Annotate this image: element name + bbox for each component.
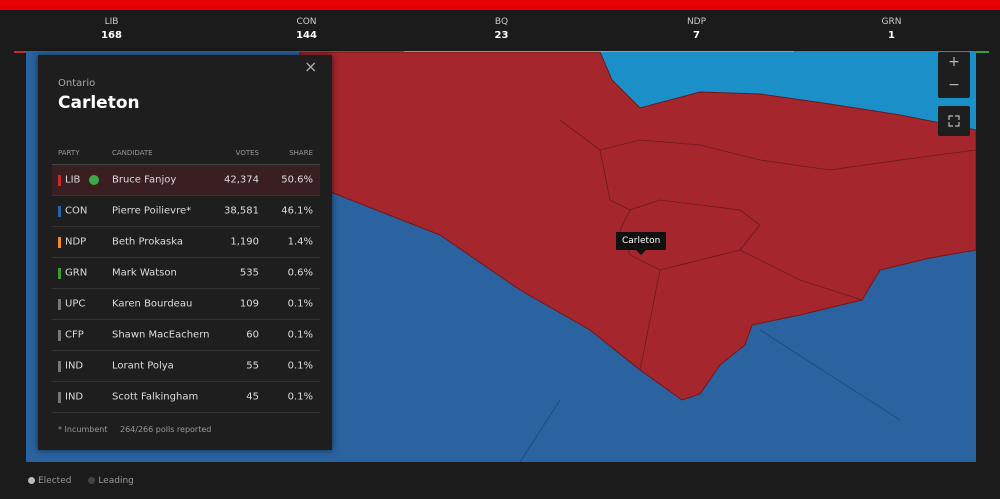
column-header: VOTES [235,149,259,157]
party: CFP [65,329,84,341]
incumbent-note: * Incumbent [58,425,108,434]
party: NDP [65,236,87,248]
votes: 42,374 [224,174,259,186]
panel-footer: * Incumbent 264/266 polls reported [58,425,221,434]
share: 0.1% [287,391,313,403]
votes: 1,190 [230,236,259,248]
result-row: CFP Shawn MacEachern 60 0.1% [52,320,320,351]
map-tooltip: Carleton [616,232,667,255]
column-header: SHARE [289,149,313,157]
fullscreen-button[interactable] [938,106,970,136]
result-row: IND Scott Falkingham 45 0.1% [52,382,320,413]
party: UPC [65,298,86,310]
votes: 60 [246,329,259,341]
party-seats: 23 [494,30,509,41]
party-total[interactable]: LIB 168 [14,10,209,53]
candidate: Karen Bourdeau [112,298,193,310]
party-total[interactable]: NDP 7 [599,10,794,53]
party: GRN [65,267,88,279]
share: 0.1% [287,360,313,372]
legend-label: Elected [38,476,72,486]
result-row: IND Lorant Polya 55 0.1% [52,351,320,382]
candidate: Scott Falkingham [112,391,199,403]
party-seats: 144 [296,30,317,41]
column-header: CANDIDATE [112,149,153,157]
province: Ontario [58,78,96,89]
candidate: Bruce Fanjoy [112,174,177,186]
party: CON [65,205,88,217]
zoom-controls[interactable]: + − [938,52,970,98]
elected-check [89,175,99,185]
results-table: LIB Bruce Fanjoy 42,374 50.6% CON Pierre Poil… [52,165,320,417]
polls-reported: 264/266 polls reported [120,425,212,434]
party-total[interactable]: BQ 23 [404,10,599,53]
party-color [58,175,61,186]
map-region [600,52,976,130]
share: 0.1% [287,298,313,310]
party-color [58,392,61,403]
share: 46.1% [281,205,313,217]
table-header: PARTY CANDIDATE VOTES SHARE [52,141,320,165]
party-color [58,206,61,217]
votes: 38,581 [224,205,259,217]
share: 0.1% [287,329,313,341]
party: IND [65,391,84,403]
votes: 55 [246,360,259,372]
party: IND [65,360,84,372]
candidate: Mark Watson [112,267,177,279]
party-total[interactable]: CON 144 [209,10,404,53]
legend-label: Leading [98,476,134,486]
candidate: Lorant Polya [112,360,174,372]
party-name: CON [296,17,317,27]
party-seats: 7 [693,30,700,41]
result-row: GRN Mark Watson 535 0.6% [52,258,320,289]
candidate: Shawn MacEachern [112,329,210,341]
zoom-out[interactable]: − [948,77,960,93]
party-color [58,330,61,341]
party: LIB [65,174,81,186]
party-total[interactable]: GRN 1 [794,10,989,53]
riding-borders [519,329,901,462]
party-name: BQ [494,17,509,27]
votes: 45 [246,391,259,403]
party-name: NDP [686,17,707,27]
share: 50.6% [281,174,313,186]
party-seats: 1 [888,30,895,41]
votes: 535 [239,267,259,279]
result-row: LIB Bruce Fanjoy 42,374 50.6% [52,165,320,196]
legend-item: Leading [88,476,134,486]
result-row: CON Pierre Poilievre* 38,581 46.1% [52,196,320,227]
party-color [58,268,61,279]
party-name: LIB [104,17,119,27]
zoom-in[interactable]: + [948,54,960,70]
riding-name: Carleton [58,93,140,113]
candidate: Pierre Poilievre* [112,205,192,217]
party-seats: 168 [101,30,122,41]
share: 0.6% [287,267,313,279]
share: 1.4% [287,236,313,248]
results-panel: Ontario Carleton × PARTY CANDIDATE VOTES… [38,55,332,450]
seat-header: LIB 168 CON 144 BQ 23 NDP 7 GRN 1 [14,10,989,53]
column-header: PARTY [58,149,80,157]
party-color [58,361,61,372]
legend-item: Elected [28,476,71,486]
close-button[interactable]: × [304,57,318,76]
party-color [58,237,61,248]
result-row: NDP Beth Prokaska 1,190 1.4% [52,227,320,258]
fullscreen-icon [948,115,960,127]
top-bar [0,0,1000,10]
result-row: UPC Karen Bourdeau 109 0.1% [52,289,320,320]
candidate: Beth Prokaska [112,236,184,248]
party-color [58,299,61,310]
party-name: GRN [881,17,902,27]
votes: 109 [239,298,259,310]
legend: Elected Leading [28,476,148,486]
